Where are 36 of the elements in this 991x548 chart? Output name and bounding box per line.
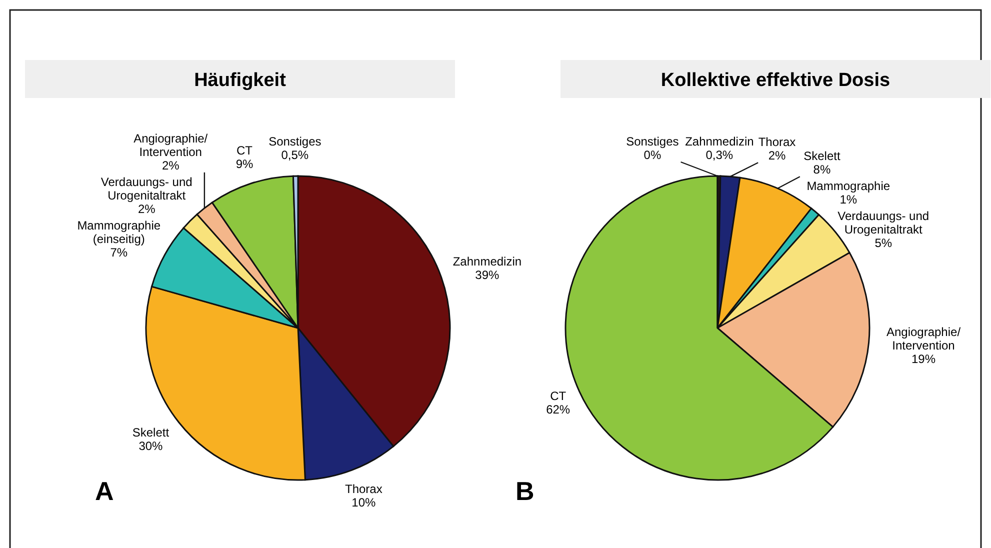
text: A [95,476,114,506]
data-label: 62% [546,402,570,417]
slice-label: Skelett [804,149,841,164]
slice-label: Angiographie/ Intervention [134,131,208,159]
data-label: 2% [162,158,180,172]
data-label: 0,3% [706,148,734,162]
data-label: 30% [138,439,164,454]
data-label: 10% [352,495,376,510]
text: 0% [644,148,662,162]
text: B [516,476,534,506]
data-label: 2% [138,202,156,216]
slice-label: Zahnmedizin [685,134,754,149]
slice-label: Thorax [758,135,796,150]
data-label: 8% [813,162,831,177]
slice-label: Thorax [344,482,382,496]
slice-label: Skelett [132,426,170,440]
slice-label: Mammographie (einseitig) [77,218,161,246]
slice-label: Verdauungs- und Urogenitaltrakt [838,209,930,237]
slice-label: Zahnmedizin [452,254,522,268]
chart-title: Kollektive effektive Dosis [660,70,890,91]
data-label: 39% [475,268,500,282]
slice-label: Verdauungs- und Urogenitaltrakt [100,174,192,202]
data-label: 5% [874,236,892,250]
chart-title: Häufigkeit [194,70,287,91]
data-label: 1% [840,192,858,207]
data-label: 2% [768,148,786,163]
slice-label: CT [236,143,254,158]
slice-label: Mammographie [806,179,890,194]
slice-label: CT [550,389,567,404]
data-label: 0,5% [281,148,309,162]
category-label: Sonstiges [626,134,679,149]
data-label: 9% [236,156,254,171]
data-label: 19% [911,352,936,366]
slice-label: Sonstiges [268,134,322,149]
data-label: 7% [110,245,128,260]
slice-label: Angiographie/ Intervention [886,324,962,352]
